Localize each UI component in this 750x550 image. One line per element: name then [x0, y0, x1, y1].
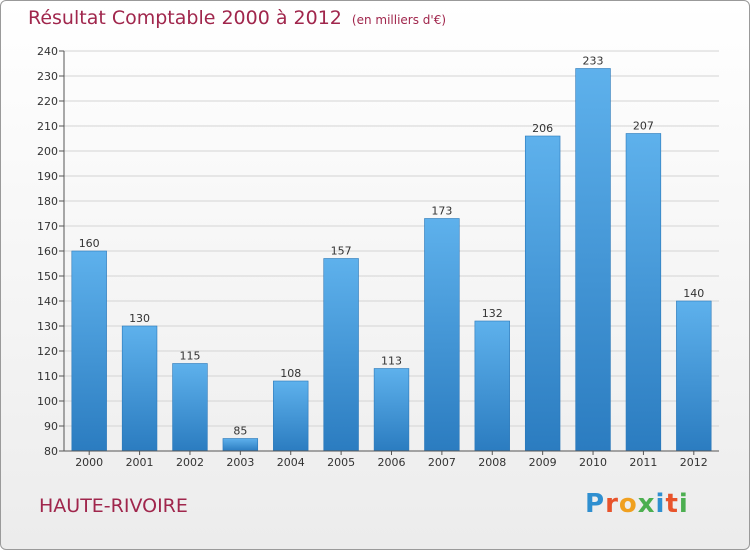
logo-letter: o — [618, 489, 638, 519]
chart-title-text: Résultat Comptable 2000 à 2012 — [28, 7, 342, 29]
logo-letter: x — [637, 489, 656, 519]
y-tick-label: 200 — [37, 145, 58, 158]
data-label-2011: 207 — [633, 120, 654, 133]
chart-subtitle: (en milliers d'€) — [351, 13, 447, 27]
x-tick-label-2000: 2000 — [75, 456, 103, 469]
bar-2011 — [625, 133, 662, 452]
bar-2004 — [273, 380, 309, 452]
y-tick-label: 240 — [37, 45, 58, 58]
x-tick-label-2005: 2005 — [327, 456, 355, 469]
data-label-2008: 132 — [482, 307, 503, 320]
x-tick-label-2003: 2003 — [226, 456, 254, 469]
x-tick-label-2009: 2009 — [529, 456, 557, 469]
logo-letter: i — [655, 489, 666, 519]
logo-letter: t — [665, 489, 679, 519]
data-label-2007: 173 — [431, 205, 452, 218]
bar-2010 — [575, 68, 611, 452]
chart-title: Résultat Comptable 2000 à 2012 (en millie… — [28, 7, 446, 29]
data-label-2005: 157 — [331, 245, 352, 258]
bar-2000 — [71, 250, 107, 452]
x-tick-label-2011: 2011 — [629, 456, 657, 469]
bar-2001 — [121, 325, 158, 452]
y-tick-label: 130 — [37, 320, 58, 333]
y-tick-label: 80 — [44, 445, 58, 458]
data-label-2002: 115 — [179, 350, 200, 363]
y-tick-label: 230 — [37, 70, 58, 83]
y-tick-label: 100 — [37, 395, 58, 408]
axes: 8090100110120130140150160170180190200210… — [37, 45, 719, 469]
x-tick-label-2008: 2008 — [478, 456, 506, 469]
y-tick-label: 220 — [37, 95, 58, 108]
proxiti-logo: Proxiti — [585, 489, 689, 519]
y-tick-label: 120 — [37, 345, 58, 358]
data-label-2000: 160 — [79, 237, 100, 250]
x-tick-label-2001: 2001 — [126, 456, 154, 469]
data-label-2003: 85 — [233, 425, 247, 438]
data-label-2010: 233 — [583, 55, 604, 68]
bar-2012 — [676, 300, 712, 452]
y-tick-label: 210 — [37, 120, 58, 133]
bar-2006 — [373, 368, 410, 452]
logo-letter: P — [585, 489, 606, 519]
y-tick-label: 160 — [37, 245, 58, 258]
x-tick-label-2010: 2010 — [579, 456, 607, 469]
bar-2009 — [524, 135, 561, 452]
y-tick-label: 180 — [37, 195, 58, 208]
x-tick-label-2004: 2004 — [277, 456, 305, 469]
data-label-2006: 113 — [381, 355, 402, 368]
data-label-2004: 108 — [280, 367, 301, 380]
data-label-2009: 206 — [532, 122, 553, 135]
logo-letter: r — [605, 489, 619, 519]
y-tick-label: 190 — [37, 170, 58, 183]
bar-2008 — [474, 320, 510, 452]
y-tick-label: 90 — [44, 420, 58, 433]
x-tick-label-2007: 2007 — [428, 456, 456, 469]
logo-letter: i — [678, 489, 689, 519]
y-tick-label: 170 — [37, 220, 58, 233]
bar-2003 — [222, 438, 259, 452]
bar-2007 — [424, 218, 460, 452]
data-label-2012: 140 — [683, 287, 704, 300]
bars: 160 130 115 85 108 157 113 173 132 206 233 207 140 — [71, 55, 712, 452]
x-tick-label-2006: 2006 — [378, 456, 406, 469]
place-name: HAUTE-RIVOIRE — [39, 495, 188, 517]
x-tick-label-2002: 2002 — [176, 456, 204, 469]
data-label-2001: 130 — [129, 312, 150, 325]
bar-2005 — [323, 258, 359, 452]
y-tick-label: 150 — [37, 270, 58, 283]
x-tick-label-2012: 2012 — [680, 456, 708, 469]
y-tick-label: 110 — [37, 370, 58, 383]
bar-2002 — [172, 363, 208, 452]
y-tick-label: 140 — [37, 295, 58, 308]
